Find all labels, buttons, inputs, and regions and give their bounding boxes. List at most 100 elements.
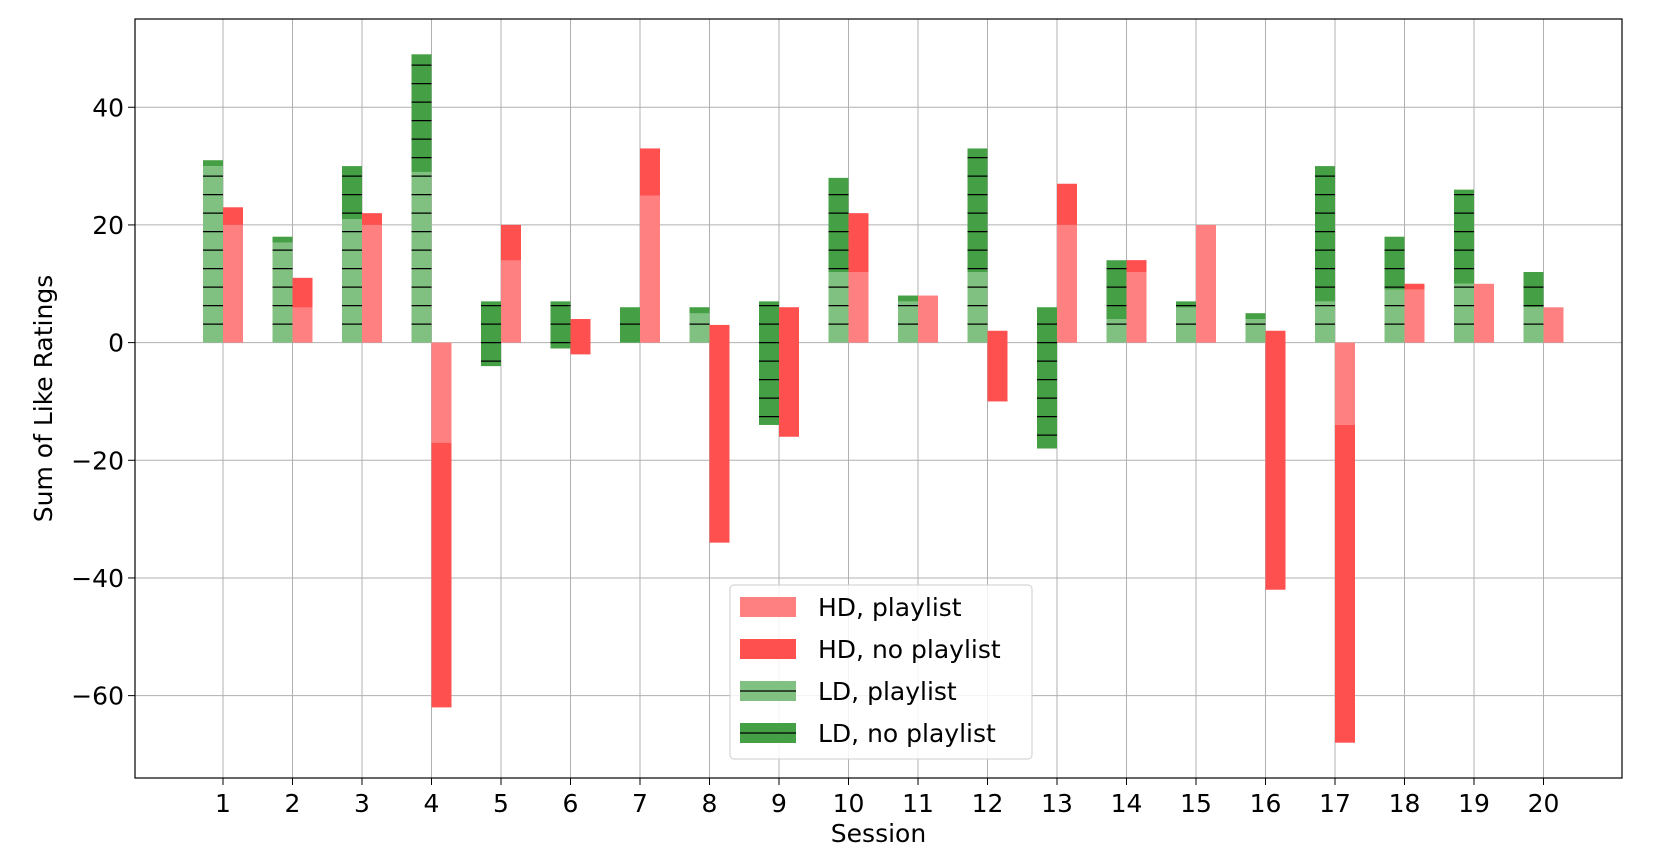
bar-hd-playlist [640,195,660,343]
legend-label: HD, no playlist [818,635,1001,664]
bar-hd-playlist [1404,289,1425,343]
bar-hd-playlist [1126,260,1147,343]
bar-hd-playlist [1057,224,1077,343]
x-axis-label: Session [831,819,926,848]
bar-hd-playlist [362,224,382,343]
bar-ld-playlist [898,301,918,343]
y-tick-label: 40 [92,93,124,122]
bar-ld-no-playlist [620,307,640,343]
x-tick-label: 16 [1250,789,1282,818]
x-tick-label: 4 [424,789,440,818]
bar-ld-no-playlist [1523,272,1544,308]
bar-ld-no-playlist [342,166,362,220]
bar-hd-no-playlist [709,324,730,543]
bar-hd-playlist [1335,342,1355,425]
bar-hd-no-playlist [1404,283,1425,290]
bar-ld-no-playlist [1106,260,1127,320]
legend-label: LD, no playlist [818,719,996,748]
bar-ld-playlist [1176,301,1196,343]
bar-hd-no-playlist [1265,330,1286,590]
x-tick-label: 20 [1528,789,1560,818]
bar-hd-no-playlist [362,213,382,225]
bar-ld-no-playlist [1037,307,1057,449]
bar-ld-playlist [1106,319,1127,343]
bars [203,54,1564,743]
bar-ld-playlist [1384,289,1405,343]
bar-ld-playlist [1523,307,1544,343]
bar-ld-no-playlist [1454,189,1474,284]
legend: HD, playlist HD, no playlist LD, playlist L… [729,584,1033,760]
y-axis-label: Sum of Like Ratings [29,275,58,522]
bar-ld-no-playlist [411,54,432,172]
bar-hd-playlist [918,295,938,343]
x-tick-label: 7 [632,789,648,818]
bar-ld-no-playlist [550,301,571,349]
bar-hd-no-playlist [987,330,1008,402]
legend-swatch [740,597,796,617]
x-tick-label: 17 [1319,789,1351,818]
bar-hd-no-playlist [1126,260,1147,272]
legend-box [729,584,1033,760]
bar-ld-no-playlist [689,307,710,314]
bar-hd-no-playlist [292,277,313,308]
bar-hd-playlist [223,224,243,343]
legend-swatch [740,639,796,659]
bar-ld-playlist [1454,283,1474,343]
x-tick-label: 6 [563,789,579,818]
bar-ld-playlist [967,272,988,343]
y-tick-label: 0 [108,329,124,358]
bar-ld-playlist [1245,319,1266,343]
bar-hd-playlist [848,272,869,343]
bar-hd-playlist [1474,283,1494,343]
bar-hd-no-playlist [848,213,869,272]
x-tick-label: 19 [1458,789,1490,818]
x-tick-label: 5 [493,789,509,818]
x-tick-label: 18 [1389,789,1421,818]
bar-ld-playlist [1315,301,1335,343]
legend-label: LD, playlist [818,677,957,706]
x-tick-label: 8 [702,789,718,818]
bar-ld-no-playlist [1245,313,1266,320]
y-tick-label: −20 [71,446,124,475]
bar-ld-no-playlist [967,148,988,272]
bar-ld-no-playlist [272,236,293,243]
bar-hd-no-playlist [431,442,452,708]
x-tick-label: 13 [1041,789,1073,818]
bar-ld-no-playlist [1384,236,1405,290]
bar-ld-playlist [689,307,710,343]
x-tick-label: 14 [1111,789,1143,818]
bar-ld-playlist [203,166,223,343]
y-tick-label: −40 [71,564,124,593]
y-tick-label: −60 [71,682,124,711]
bar-ld-playlist [828,272,849,343]
bar-ld-no-playlist [759,301,779,425]
bar-hd-playlist [1196,224,1216,343]
bar-hd-no-playlist [1057,183,1077,225]
bar-hd-no-playlist [223,207,243,225]
bar-ld-no-playlist [481,301,501,367]
ticks: 1 2 3 4 5 6 7 8 9 10 11 12 13 14 15 16 17 18 19 2040200−20−… [71,93,1559,818]
y-tick-label: 20 [92,211,124,240]
bar-hd-no-playlist [1335,424,1355,743]
bar-ld-playlist [272,242,293,343]
bar-ld-no-playlist [1176,301,1196,308]
bar-ld-no-playlist [1315,166,1335,302]
bar-hd-playlist [1543,307,1564,343]
bar-ld-no-playlist [898,295,918,302]
bar-ld-no-playlist [828,177,849,272]
bar-hd-no-playlist [570,319,591,355]
x-tick-label: 2 [285,789,301,818]
bar-hd-no-playlist [501,224,521,261]
bar-ld-playlist [411,171,432,343]
x-tick-label: 10 [833,789,865,818]
x-tick-label: 11 [902,789,934,818]
x-tick-label: 12 [972,789,1004,818]
bar-ld-no-playlist [203,160,223,167]
x-tick-label: 1 [215,789,231,818]
plot-frame [134,18,1623,779]
x-tick-label: 9 [771,789,787,818]
legend-label: HD, playlist [818,593,962,622]
bar-hd-no-playlist [779,307,799,437]
bar-hd-playlist [431,342,452,443]
